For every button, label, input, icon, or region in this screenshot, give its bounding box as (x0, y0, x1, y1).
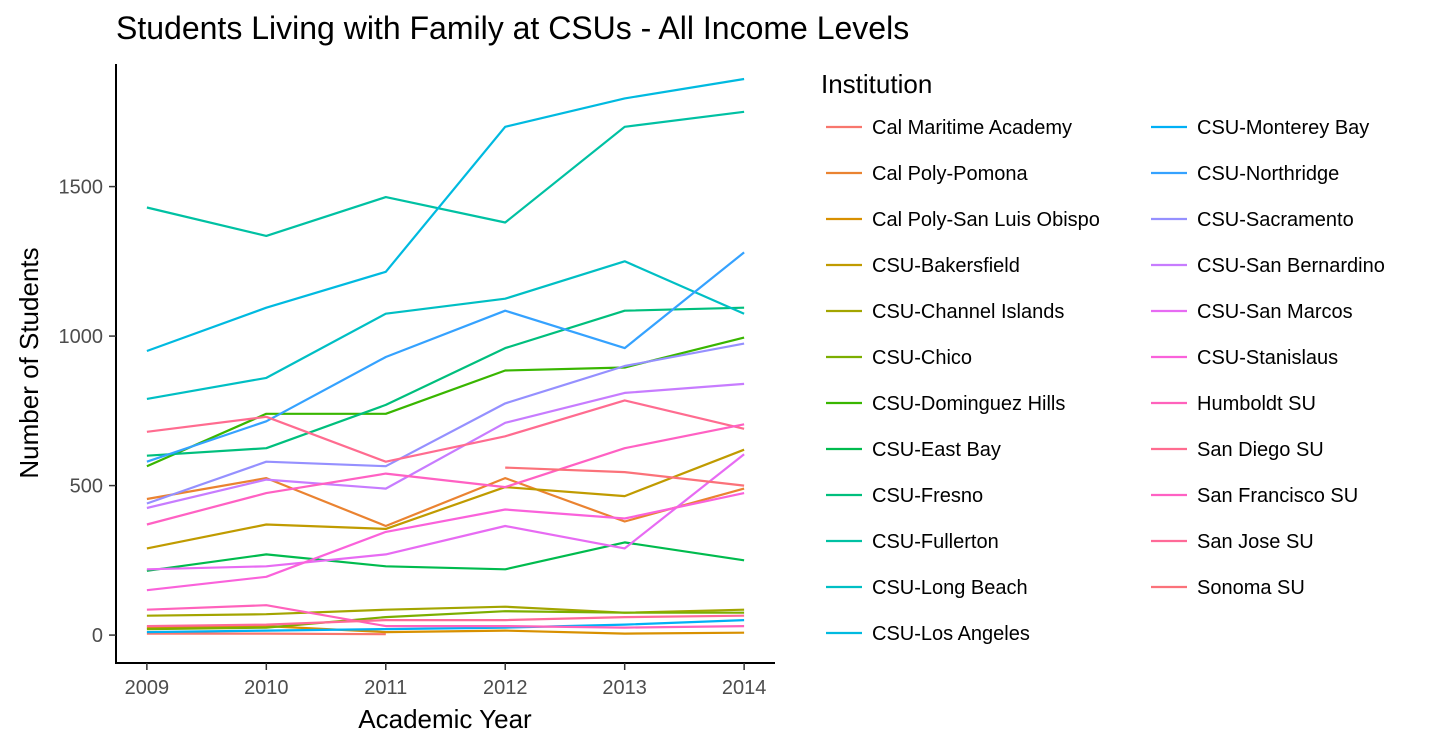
legend-title: Institution (821, 69, 932, 99)
legend-item-csu-chico: CSU-Chico (826, 347, 972, 369)
legend-item-cal-poly-pomona: Cal Poly-Pomona (826, 163, 1029, 185)
legend-item-csu-los-angeles: CSU-Los Angeles (826, 623, 1030, 645)
series-line-csu-chico (146, 610, 745, 631)
y-axis-ticks: 0 500 1000 1500 (59, 177, 116, 647)
legend-item-csu-northridge: CSU-Northridge (1151, 163, 1339, 185)
x-tick-label: 2014 (722, 677, 767, 699)
legend-label: CSU-Stanislaus (1197, 347, 1338, 369)
series-lines (146, 77, 745, 636)
series-line-humboldt-su (146, 604, 745, 629)
legend-label: CSU-Chico (872, 347, 972, 369)
series-line-csu-east-bay (146, 541, 745, 572)
legend-label: Humboldt SU (1197, 393, 1316, 415)
x-tick-label: 2010 (244, 677, 289, 699)
legend-item-csu-sacramento: CSU-Sacramento (1151, 209, 1354, 231)
legend-label: CSU-Monterey Bay (1197, 117, 1369, 139)
legend-item-san-diego-su: San Diego SU (1151, 439, 1324, 461)
legend-item-csu-long-beach: CSU-Long Beach (826, 577, 1028, 599)
legend-label: Cal Poly-San Luis Obispo (872, 209, 1100, 231)
legend-label: Cal Maritime Academy (872, 117, 1072, 139)
x-tick-label: 2012 (483, 677, 528, 699)
legend-item-csu-channel-islands: CSU-Channel Islands (826, 301, 1064, 323)
series-line-cal-maritime-academy (146, 632, 386, 636)
legend-label: San Jose SU (1197, 531, 1314, 553)
x-tick-label: 2009 (125, 677, 170, 699)
series-line-csu-long-beach (146, 260, 745, 400)
legend-label: CSU-San Marcos (1197, 301, 1353, 323)
legend-item-sonoma-su: Sonoma SU (1151, 577, 1305, 599)
legend-label: Sonoma SU (1197, 577, 1305, 599)
legend-item-csu-stanislaus: CSU-Stanislaus (1151, 347, 1338, 369)
series-line-cal-poly-pomona (146, 477, 745, 528)
legend-item-csu-dominguez-hills: CSU-Dominguez Hills (826, 393, 1065, 415)
x-tick-label: 2013 (602, 677, 647, 699)
legend-label: CSU-San Bernardino (1197, 255, 1385, 277)
y-tick-label: 0 (92, 625, 103, 647)
series-line-csu-dominguez-hills (146, 336, 745, 468)
series-line-csu-los-angeles (146, 77, 745, 353)
legend-item-cal-poly-san-luis-obispo: Cal Poly-San Luis Obispo (826, 209, 1100, 231)
series-line-csu-monterey-bay (146, 619, 745, 634)
x-tick-label: 2011 (364, 677, 407, 699)
legend-label: CSU-Dominguez Hills (872, 393, 1065, 415)
series-line-san-jose-su (146, 614, 745, 628)
series-line-san-francisco-su (146, 423, 745, 526)
series-line-csu-san-marcos (146, 453, 745, 571)
chart-title: Students Living with Family at CSUs - Al… (116, 10, 909, 46)
series-line-csu-stanislaus (146, 492, 745, 592)
legend-label: CSU-Bakersfield (872, 255, 1020, 277)
series-line-csu-bakersfield (146, 448, 745, 550)
legend-item-cal-maritime-academy: Cal Maritime Academy (826, 117, 1072, 139)
legend-item-csu-san-marcos: CSU-San Marcos (1151, 301, 1353, 323)
y-tick-label: 500 (70, 476, 103, 498)
series-line-sonoma-su (505, 466, 745, 487)
legend: Cal Maritime Academy Cal Poly-Pomona Cal P… (826, 117, 1385, 645)
series-line-csu-sacramento (146, 342, 745, 505)
y-axis-title: Number of Students (14, 247, 44, 478)
legend-item-csu-east-bay: CSU-East Bay (826, 439, 1001, 461)
legend-label: San Francisco SU (1197, 485, 1358, 507)
series-line-san-diego-su (146, 399, 745, 463)
legend-item-csu-bakersfield: CSU-Bakersfield (826, 255, 1020, 277)
legend-item-csu-fresno: CSU-Fresno (826, 485, 983, 507)
legend-label: CSU-Channel Islands (872, 301, 1064, 323)
series-line-csu-fullerton (146, 110, 745, 237)
legend-label: CSU-Fullerton (872, 531, 999, 553)
legend-item-san-jose-su: San Jose SU (1151, 531, 1314, 553)
x-axis-ticks: 2009 2010 2011 2012 2013 2014 (125, 663, 767, 699)
legend-label: CSU-Sacramento (1197, 209, 1354, 231)
legend-label: CSU-Fresno (872, 485, 983, 507)
legend-item-csu-fullerton: CSU-Fullerton (826, 531, 999, 553)
legend-item-humboldt-su: Humboldt SU (1151, 393, 1316, 415)
legend-label: CSU-Long Beach (872, 577, 1028, 599)
x-axis-title: Academic Year (358, 704, 532, 734)
y-tick-label: 1500 (59, 177, 104, 199)
y-tick-label: 1000 (59, 326, 104, 348)
legend-label: CSU-Northridge (1197, 163, 1339, 185)
legend-item-csu-monterey-bay: CSU-Monterey Bay (1151, 117, 1369, 139)
legend-item-san-francisco-su: San Francisco SU (1151, 485, 1358, 507)
legend-label: CSU-East Bay (872, 439, 1001, 461)
series-line-csu-san-bernardino (146, 382, 745, 510)
legend-label: San Diego SU (1197, 439, 1324, 461)
series-line-csu-fresno (146, 306, 745, 457)
legend-label: Cal Poly-Pomona (872, 163, 1029, 185)
legend-item-csu-san-bernardino: CSU-San Bernardino (1151, 255, 1385, 277)
legend-label: CSU-Los Angeles (872, 623, 1030, 645)
series-line-csu-northridge (146, 251, 745, 463)
series-line-cal-poly-san-luis-obispo (146, 625, 745, 635)
